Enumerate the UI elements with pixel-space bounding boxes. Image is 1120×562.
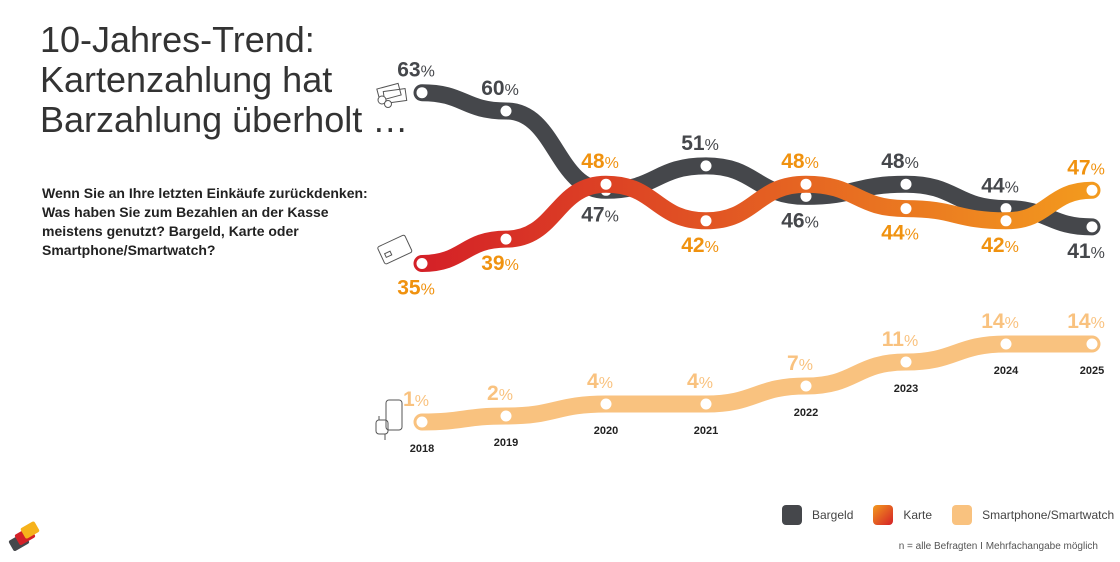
data-label: 4% — [587, 370, 613, 393]
data-label: 63% — [397, 59, 435, 82]
data-label: 60% — [481, 77, 519, 100]
data-point — [900, 203, 912, 215]
data-point — [1086, 184, 1098, 196]
data-label: 44% — [981, 175, 1019, 198]
data-point — [800, 190, 812, 202]
data-label: 2% — [487, 382, 513, 405]
data-point — [416, 258, 428, 269]
data-label: 51% — [681, 132, 719, 155]
data-point — [1086, 338, 1098, 350]
data-point — [700, 160, 712, 172]
data-label: 39% — [481, 252, 519, 275]
data-point — [1086, 221, 1098, 233]
data-point — [500, 105, 512, 117]
title-line: Kartenzahlung hat — [40, 59, 333, 100]
footnote: n = alle Befragten I Mehrfachangabe mögl… — [898, 541, 1098, 552]
legend-swatch — [873, 505, 894, 525]
x-tick-label: 2018 — [410, 443, 434, 455]
data-label: 42% — [981, 234, 1019, 257]
data-label: 47% — [1067, 156, 1105, 179]
data-label: 7% — [787, 352, 813, 375]
title-line: 10-Jahres-Trend: — [40, 19, 315, 60]
data-label: 48% — [581, 150, 619, 173]
legend-label: Smartphone/Smartwatch — [982, 508, 1115, 522]
data-label: 42% — [681, 234, 719, 257]
data-label: 1% — [403, 388, 429, 411]
x-tick-label: 2022 — [794, 407, 818, 419]
brand-logo — [8, 521, 40, 551]
data-label: 4% — [687, 370, 713, 393]
data-point — [416, 87, 428, 99]
legend-item-smartphone: Smartphone/Smartwatch — [952, 505, 1114, 525]
data-point — [500, 410, 512, 422]
data-label: 14% — [981, 310, 1019, 333]
card-icon — [377, 234, 413, 265]
cash-icon — [376, 82, 408, 108]
x-tick-label: 2024 — [994, 365, 1019, 377]
legend-swatch — [952, 505, 973, 525]
title-line: Barzahlung überholt … — [40, 99, 409, 140]
x-tick-label: 2023 — [894, 383, 918, 395]
x-tick-label: 2020 — [594, 425, 618, 437]
data-point — [900, 178, 912, 190]
data-label: 47% — [581, 203, 619, 226]
data-label: 44% — [881, 222, 919, 245]
data-point — [600, 398, 612, 410]
series-line-smartphone-smartwatch — [413, 335, 1101, 431]
x-tick-label: 2025 — [1080, 365, 1104, 377]
data-point — [500, 233, 512, 245]
data-point — [416, 416, 428, 428]
data-label: 48% — [781, 150, 819, 173]
data-point — [800, 178, 812, 190]
data-label: 48% — [881, 150, 919, 173]
data-point — [900, 356, 912, 368]
data-point — [700, 215, 712, 227]
data-label: 41% — [1067, 240, 1105, 263]
legend-label: Bargeld — [812, 508, 854, 522]
data-point — [800, 380, 812, 392]
legend-item-bargeld: Bargeld — [782, 505, 853, 525]
legend-item-karte: Karte — [873, 505, 932, 525]
data-point — [1000, 215, 1012, 227]
data-point — [1000, 338, 1012, 350]
data-label: 35% — [397, 277, 435, 300]
legend-swatch — [782, 505, 802, 525]
series-line-karte — [413, 175, 1101, 272]
data-label: 11% — [882, 328, 918, 351]
series-line-bargeld — [413, 84, 1101, 236]
x-tick-label: 2019 — [494, 437, 518, 449]
data-point — [1000, 203, 1012, 215]
page-title: 10-Jahres-Trend: Kartenzahlung hat Barza… — [40, 20, 408, 140]
data-label: 14% — [1067, 310, 1105, 333]
survey-question: Wenn Sie an Ihre letzten Einkäufe zurück… — [42, 185, 368, 258]
data-point — [700, 398, 712, 410]
legend: Bargeld Karte Smartphone/Smartwatch — [782, 505, 1120, 525]
data-label: 46% — [781, 209, 819, 232]
legend-label: Karte — [903, 508, 933, 522]
smartphone-watch-icon — [375, 399, 403, 440]
data-point — [600, 178, 612, 190]
x-tick-label: 2021 — [694, 425, 718, 437]
